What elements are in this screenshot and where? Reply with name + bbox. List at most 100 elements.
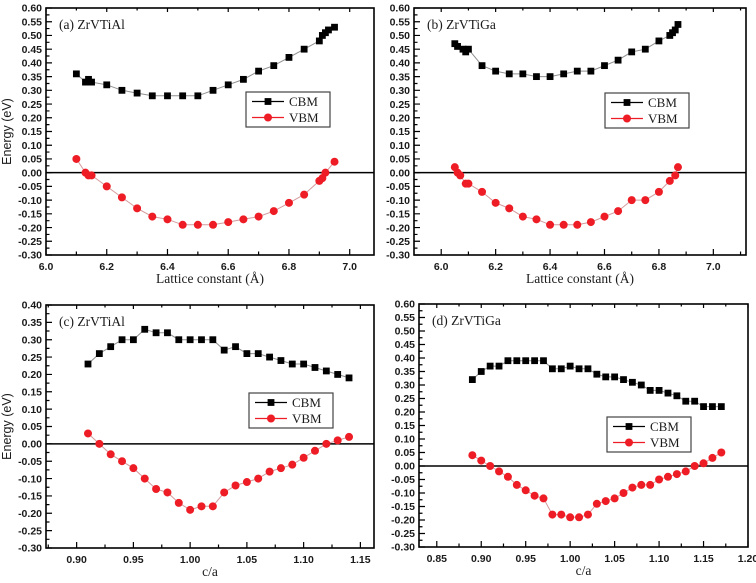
square-marker [546, 73, 554, 81]
legend-entry-cbm: CBM [613, 419, 679, 434]
circle-marker [559, 220, 568, 229]
series-line [75, 158, 335, 226]
svg-text:0.20: 0.20 [395, 407, 416, 419]
circle-marker [610, 494, 619, 503]
circle-marker [655, 475, 664, 484]
panel-label: (d) ZrVTiGa [432, 313, 501, 328]
square-marker [560, 70, 568, 78]
x-axis-title: c/a [576, 563, 592, 578]
square-marker [700, 403, 707, 410]
square-marker [584, 365, 592, 373]
svg-text:6.4: 6.4 [543, 261, 558, 273]
circle-marker [614, 207, 623, 216]
svg-text:0.50: 0.50 [22, 30, 43, 42]
svg-text:0.20: 0.20 [22, 112, 43, 124]
legend-entry-cbm: CBM [255, 395, 321, 410]
y-axis-tick-labels: 0.600.55 0.50 0.45 0.400.35 0.30 0.250.20 0.15… [18, 3, 42, 262]
square-marker [587, 67, 595, 75]
circle-marker [671, 171, 680, 180]
circle-marker [102, 182, 111, 191]
svg-text:-0.25: -0.25 [18, 525, 42, 537]
circle-marker [557, 510, 566, 519]
square-marker [209, 86, 217, 94]
circle-marker [163, 215, 172, 224]
circle-marker [254, 474, 263, 483]
svg-text:1.10: 1.10 [293, 554, 314, 566]
svg-text:0.35: 0.35 [22, 71, 43, 83]
svg-text:0.00: 0.00 [22, 439, 43, 451]
chart-panel-a: 6.0 6.2 6.4 6.6 6.8 7.0 0.60 0.55 0.50 0.45 0.40 0.… [0, 0, 378, 295]
circle-marker [276, 464, 285, 473]
square-marker [477, 368, 485, 375]
legend-label: VBM [289, 110, 319, 125]
svg-text:0.90: 0.90 [471, 553, 492, 565]
svg-text:0.40: 0.40 [395, 353, 416, 365]
legend-label: VBM [648, 111, 678, 126]
svg-text:-0.05: -0.05 [386, 181, 410, 193]
svg-text:0.35: 0.35 [390, 71, 411, 83]
circle-marker [468, 451, 477, 460]
legend-entry-vbm: VBM [255, 411, 322, 426]
circle-marker [573, 220, 582, 229]
svg-text:-0.20: -0.20 [18, 508, 42, 520]
square-marker [334, 371, 342, 378]
y-axis-tick-labels: 0.600.55 0.50 0.45 0.400.35 0.30 0.250.20 0.15… [386, 3, 410, 262]
square-marker [300, 360, 308, 368]
square-marker [107, 343, 115, 351]
svg-text:0.25: 0.25 [22, 99, 43, 111]
square-marker [614, 56, 622, 64]
svg-text:0.30: 0.30 [390, 85, 411, 97]
circle-marker [681, 467, 690, 476]
chart-svg-d: 0.85 0.90 0.95 1.00 1.05 1.10 1.15 1.20 0.600.55… [391, 299, 756, 578]
square-marker [315, 37, 323, 45]
circle-marker [690, 462, 699, 470]
svg-text:0.60: 0.60 [395, 299, 416, 311]
square-marker [611, 373, 619, 381]
svg-text:-0.15: -0.15 [386, 209, 410, 221]
x-axis-title: Lattice constant (Å) [156, 271, 264, 286]
circle-marker [242, 478, 251, 487]
circle-marker [239, 215, 248, 224]
svg-text:6.8: 6.8 [282, 261, 297, 273]
square-marker [513, 357, 521, 365]
square-marker [322, 367, 330, 375]
svg-text:-0.05: -0.05 [18, 456, 42, 468]
svg-text:0.20: 0.20 [390, 112, 411, 124]
svg-text:1.10: 1.10 [649, 553, 670, 565]
square-marker [175, 336, 183, 344]
circle-marker [641, 196, 650, 205]
svg-text:0.45: 0.45 [395, 339, 416, 351]
circle-marker [546, 220, 555, 229]
y-axis-title: Energy (eV) [0, 393, 14, 460]
square-marker [300, 45, 308, 53]
square-marker [623, 99, 631, 106]
square-marker [637, 381, 645, 389]
square-marker [164, 92, 171, 100]
series-vbm [72, 154, 339, 229]
svg-text:-0.15: -0.15 [18, 209, 42, 221]
circle-marker [345, 432, 354, 441]
svg-text:1.05: 1.05 [237, 554, 258, 566]
circle-marker [586, 218, 595, 227]
circle-marker [267, 414, 275, 423]
circle-marker [95, 439, 104, 448]
svg-text:-0.15: -0.15 [18, 491, 42, 503]
circle-marker [672, 470, 681, 479]
y-axis-tick-labels: 0.40 0.35 0.30 0.25 0.20 0.15 0.10 0.05 0.00 -0.0… [18, 300, 42, 555]
svg-text:1.00: 1.00 [180, 554, 201, 566]
circle-marker [209, 220, 218, 229]
svg-text:-0.30: -0.30 [18, 250, 42, 262]
square-marker [655, 387, 663, 394]
circle-marker [265, 467, 274, 476]
square-marker [478, 62, 486, 70]
square-marker [311, 364, 319, 371]
square-marker [691, 397, 699, 405]
plot-border [45, 7, 375, 256]
svg-text:-0.20: -0.20 [386, 222, 410, 234]
square-marker [325, 26, 332, 34]
circle-marker [254, 212, 263, 221]
circle-marker [152, 484, 161, 493]
circle-marker [178, 220, 187, 229]
